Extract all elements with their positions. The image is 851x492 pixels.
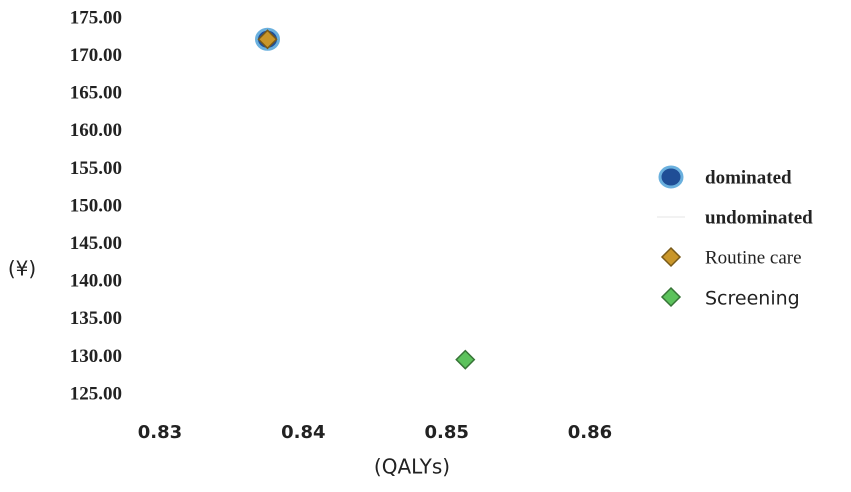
y-tick-label: 175.00 [70, 7, 122, 28]
y-tick-label: 165.00 [70, 83, 122, 104]
legend-marker [660, 246, 682, 268]
x-axis-label: (QALYs) [374, 455, 450, 479]
y-tick-label: 125.00 [70, 383, 122, 404]
x-tick-label: 0.85 [424, 422, 468, 443]
y-tick-label: 160.00 [70, 120, 122, 141]
y-tick-label: 150.00 [70, 195, 122, 216]
legend-marker [658, 165, 684, 189]
y-tick-label: 130.00 [70, 346, 122, 367]
x-tick-label: 0.84 [281, 422, 325, 443]
y-tick-label: 170.00 [70, 45, 122, 66]
y-axis-label: (¥) [8, 257, 36, 281]
data-point [455, 349, 476, 370]
data-point [257, 29, 278, 50]
y-tick-label: 155.00 [70, 158, 122, 179]
y-tick-label: 140.00 [70, 271, 122, 292]
y-tick-label: 145.00 [70, 233, 122, 254]
legend-label: dominated [705, 167, 792, 188]
x-tick-label: 0.86 [568, 422, 612, 443]
legend-label: Screening [705, 288, 800, 310]
legend-label: Routine care [705, 247, 802, 268]
y-tick-label: 135.00 [70, 308, 122, 329]
legend-marker [660, 286, 682, 308]
x-tick-label: 0.83 [138, 422, 182, 443]
legend-label: undominated [705, 207, 813, 228]
